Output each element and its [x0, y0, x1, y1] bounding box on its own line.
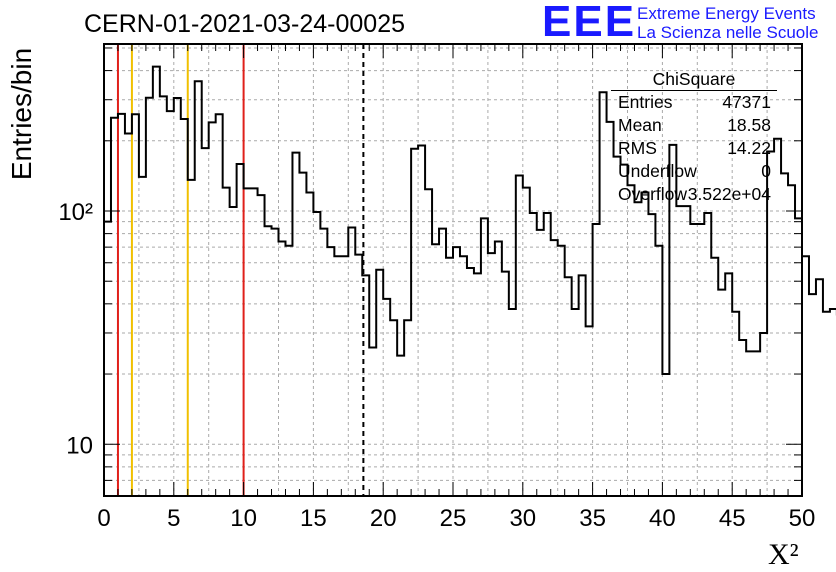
x-tick-label: 15: [300, 505, 327, 532]
x-tick-label: 40: [649, 505, 676, 532]
stats-value: 18.58: [727, 115, 771, 135]
stats-key: Overflow: [618, 184, 688, 204]
stats-row-entries: Entries 47371: [611, 91, 777, 114]
chart-title: CERN-01-2021-03-24-00025: [84, 10, 406, 38]
stats-key: RMS: [618, 138, 657, 158]
stats-row-underflow: Underflow 0: [611, 160, 777, 183]
stats-key: Underflow: [618, 161, 697, 181]
stats-value: 14.22: [727, 138, 771, 158]
logo-line-2: La Scienza nelle Scuole: [637, 23, 819, 42]
stats-key: Entries: [618, 92, 673, 112]
y-axis-label-box: Entries/bin: [5, 46, 39, 181]
x-tick-label: 20: [370, 505, 397, 532]
eee-logo: EEE: [542, 0, 637, 46]
x-tick-label: 45: [719, 505, 746, 532]
stats-key: Mean: [618, 115, 662, 135]
x-axis-label: X²: [768, 538, 799, 571]
histogram-series: [104, 65, 836, 376]
y-axis-label: Entries/bin: [6, 47, 37, 180]
x-tick-label: 5: [167, 505, 180, 532]
x-tick-label: 30: [509, 505, 536, 532]
stats-box: ChiSquare Entries 47371 Mean 18.58 RMS 14.2…: [611, 69, 777, 206]
x-tick-label: 10: [230, 505, 257, 532]
x-tick-label: 0: [97, 505, 110, 532]
stats-value: 0: [761, 161, 771, 181]
stats-row-rms: RMS 14.22: [611, 137, 777, 160]
y-tick-label: 10²: [58, 199, 93, 226]
plot-frame: [103, 43, 803, 497]
x-tick-label: 35: [579, 505, 606, 532]
stats-title: ChiSquare: [611, 69, 777, 91]
stats-row-overflow: Overflow 3.522e+04: [611, 183, 777, 206]
x-tick-label: 50: [789, 505, 816, 532]
logo-line-1: Extreme Energy Events: [637, 4, 816, 23]
x-tick-label: 25: [440, 505, 467, 532]
y-tick-label: 10: [66, 432, 93, 459]
stats-value: 47371: [722, 92, 771, 112]
stats-row-mean: Mean 18.58: [611, 114, 777, 137]
stats-value: 3.522e+04: [687, 184, 771, 204]
